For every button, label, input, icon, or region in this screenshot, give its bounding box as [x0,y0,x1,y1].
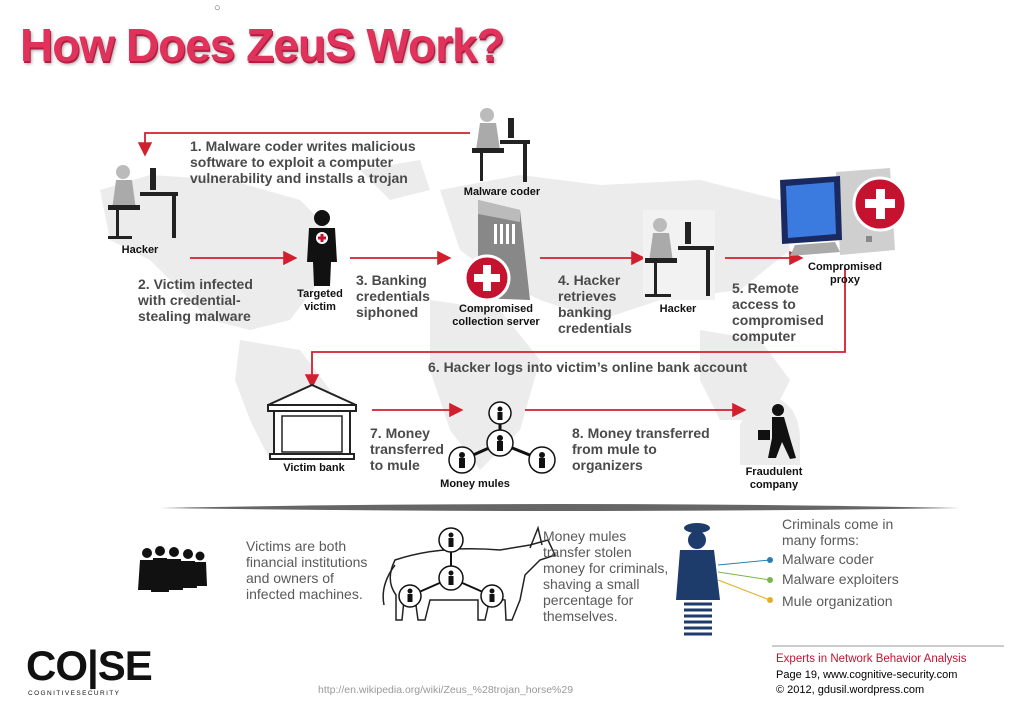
cose-logo-subtitle: COGNITIVESECURITY [28,690,121,697]
hacker-left-icon [108,165,178,239]
step-8-text: 8. Money transferred from mule to organi… [572,425,710,473]
slide-bullet: ○ [214,2,221,14]
proxy-label: Compromised proxy [808,261,882,286]
footer-tagline: Experts in Network Behavior Analysis [776,653,967,665]
hacker-left-label: Hacker [121,244,159,256]
money-mules-label: Money mules [440,478,510,490]
step-4-text: 4. Hacker retrieves banking credentials [558,272,632,336]
section-divider [160,504,960,511]
malware-coder-icon [472,108,530,182]
victim-bank-icon [267,383,357,460]
step-7-text: 7. Money transferred to mule [370,425,444,473]
compromised-proxy-icon [780,168,908,256]
step-2-text: 2. Victim infected with credential-steal… [138,276,253,324]
flow-arrows [137,132,846,418]
victim-bank-label: Victim bank [283,462,345,474]
malware-coder-label: Malware coder [463,186,541,198]
collection-server-icon [463,200,530,302]
hacker-right-icon [643,210,715,300]
footer-copyright: © 2012, gdusil.wordpress.com [776,684,925,696]
footer-page: Page 19, www.cognitive-security.com [776,669,958,681]
criminal-silhouette-icon [676,523,773,636]
criminals-intro: Criminals come in many forms: [782,516,894,548]
fraudulent-company-icon [740,397,800,465]
criminal-form-mule-organization: Mule organization [782,593,893,609]
step-1-text: 1. Malware coder writes malicious softwa… [190,138,416,186]
hacker-right-label: Hacker [659,303,697,315]
arrow-step1 [137,132,470,157]
criminal-form-malware-coder: Malware coder [782,551,874,567]
victims-description: Victims are both financial institutions … [246,538,368,602]
cose-logo: CO|SE [26,642,153,689]
victims-group-icon [138,546,207,592]
page-title: How Does ZeuS Work? [20,19,505,71]
source-url-link[interactable]: http://en.wikipedia.org/wiki/Zeus_%28tro… [318,684,574,696]
mule-figures [459,406,545,468]
arrow-step6 [304,268,846,389]
mules-description: Money mules transfer stolen money for cr… [543,528,669,624]
donkey-mule-figures [407,532,495,602]
collection-server-label: Compromised collection server [452,303,540,328]
targeted-victim-label: Targeted victim [297,288,343,313]
step-5-text: 5. Remote access to compromised computer [732,280,824,344]
step-3-text: 3. Banking credentials siphoned [356,272,430,320]
criminal-form-malware-exploiters: Malware exploiters [782,571,899,587]
step-6-text: 6. Hacker logs into victim’s online bank… [428,359,748,375]
targeted-victim-icon [307,210,337,286]
fraudulent-company-label: Fraudulent company [745,466,803,491]
